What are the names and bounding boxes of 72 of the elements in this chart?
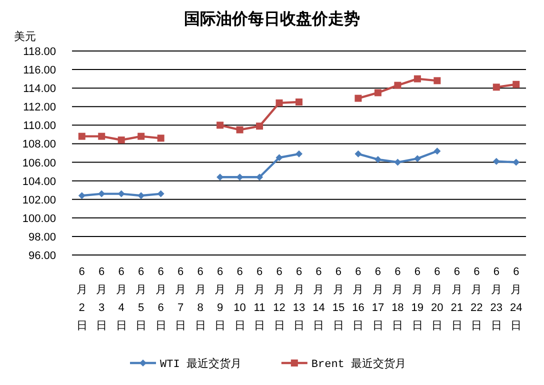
- y-tick-label: 98.00: [28, 231, 56, 244]
- point: [118, 136, 125, 144]
- point: [354, 94, 362, 102]
- y-tick-label: 116.00: [23, 64, 56, 77]
- x-tick-label: 6月2日: [76, 266, 88, 332]
- x-tick-label: 6月5日: [136, 266, 147, 332]
- point: [256, 174, 264, 181]
- chart-title: 国际油价每日收盘价走势: [184, 10, 360, 28]
- point: [78, 192, 86, 200]
- x-tick-label: 6月12日: [273, 266, 286, 332]
- point: [512, 80, 520, 88]
- x-tick-label: 6月13日: [292, 266, 306, 332]
- point: [512, 158, 520, 166]
- point: [98, 190, 106, 198]
- point: [434, 77, 441, 84]
- x-tick-label: 6月14日: [312, 266, 325, 332]
- point: [236, 174, 244, 181]
- point: [414, 75, 421, 82]
- y-tick-label: 106.00: [22, 157, 56, 170]
- point: [296, 98, 302, 106]
- x-tick-label: 6月24日: [510, 266, 522, 332]
- x-tick-label: 6月23日: [490, 266, 503, 332]
- x-tick-label: 6月21日: [450, 266, 464, 332]
- point: [118, 190, 125, 198]
- x-tick-label: 6月4日: [116, 266, 127, 332]
- x-tick-label: 6月7日: [175, 266, 186, 332]
- point: [492, 158, 500, 165]
- x-tick-label: 6月20日: [431, 266, 444, 332]
- point: [374, 156, 382, 163]
- y-tick-label: 104.00: [22, 176, 56, 188]
- x-tick-label: 6月18日: [392, 266, 404, 332]
- x-tick-label: 6月22日: [470, 266, 483, 332]
- y-tick-label: 114.00: [23, 83, 56, 96]
- point: [98, 132, 106, 140]
- point: [157, 134, 164, 142]
- x-tick-label: 6月16日: [352, 266, 364, 332]
- point: [394, 82, 402, 89]
- x-tick-label: 6月15日: [332, 266, 345, 332]
- point: [256, 122, 264, 130]
- x-tick-label: 6月10日: [234, 266, 246, 332]
- x-tick-label: 6月19日: [411, 266, 424, 332]
- y-tick-label: 102.00: [22, 194, 56, 206]
- y-axis-title: 美元: [14, 30, 36, 43]
- point: [236, 126, 244, 134]
- point: [414, 155, 421, 162]
- legend-label: Brent 最近交货月: [311, 357, 406, 371]
- y-tick-label: 112.00: [23, 102, 56, 114]
- point: [78, 132, 86, 140]
- y-tick-label: 96.00: [28, 250, 56, 262]
- point: [216, 122, 224, 129]
- point: [276, 154, 283, 162]
- x-tick-label: 6月3日: [96, 266, 108, 332]
- y-tick-label: 108.00: [22, 138, 56, 151]
- point: [157, 190, 164, 198]
- x-tick-label: 6月8日: [194, 266, 206, 332]
- point: [296, 150, 302, 158]
- y-tick-label: 118.00: [23, 46, 56, 58]
- x-tick-label: 6月11日: [254, 266, 266, 332]
- y-tick-label: 110.00: [23, 120, 56, 132]
- y-tick-label: 100.00: [22, 212, 56, 225]
- point: [354, 150, 362, 158]
- x-tick-label: 6月6日: [155, 266, 166, 332]
- point: [138, 192, 145, 200]
- legend-label: WTI 最近交货月: [160, 357, 242, 371]
- point: [492, 84, 500, 91]
- point: [138, 132, 145, 140]
- point: [276, 99, 283, 106]
- x-tick-label: 6月9日: [214, 266, 226, 332]
- point: [394, 158, 402, 166]
- x-tick-label: 6月17日: [372, 266, 384, 332]
- point: [434, 148, 441, 155]
- point: [374, 89, 382, 96]
